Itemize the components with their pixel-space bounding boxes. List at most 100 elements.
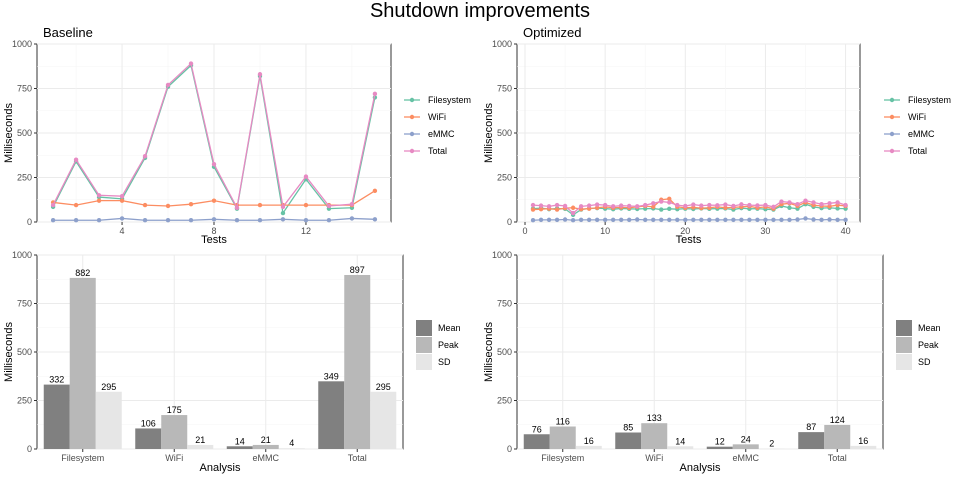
data-point-emmc <box>594 217 600 223</box>
bar-value-label: 116 <box>556 416 570 426</box>
bar-mean <box>43 384 70 449</box>
data-point-emmc <box>119 216 125 221</box>
y-tick-label: 0 <box>507 217 512 227</box>
y-tick-label: 250 <box>17 173 32 183</box>
data-point-emmc <box>827 217 832 222</box>
legend-key-box <box>416 337 432 353</box>
data-point-wifi <box>257 202 263 208</box>
bar-sd <box>278 448 305 449</box>
data-point-wifi <box>651 204 656 210</box>
data-point-wifi <box>211 198 217 203</box>
x-tick-label: 10 <box>600 226 610 236</box>
y-tick-label: 0 <box>507 444 512 454</box>
panel-title: Optimized <box>523 25 582 40</box>
data-point-total <box>835 200 840 205</box>
x-axis-title: Analysis <box>200 462 241 474</box>
data-point-emmc <box>142 218 148 223</box>
data-point-emmc <box>803 216 808 221</box>
data-point-total <box>257 72 263 77</box>
legend-label: eMMC <box>908 129 935 139</box>
bar-value-label: 87 <box>806 422 816 432</box>
data-point-wifi <box>142 202 148 208</box>
data-point-emmc <box>755 217 760 223</box>
data-point-total <box>675 202 680 208</box>
x-tick-label: Filesystem <box>541 453 584 463</box>
bar-sd <box>850 445 877 449</box>
y-tick-label: 1000 <box>12 39 32 49</box>
legend-label: Filesystem <box>428 95 471 105</box>
data-point-total <box>602 202 608 208</box>
data-point-wifi <box>594 205 600 210</box>
legend-key-box <box>416 354 432 370</box>
data-point-emmc <box>635 217 640 222</box>
x-tick-label: 0 <box>523 226 528 236</box>
data-point-total <box>635 204 640 209</box>
chart-panel-1: 0 250 500 750 1000 Milliseconds Tests Baseline 4… <box>3 25 471 246</box>
chart-panel-3: 0 250 500 750 1000 Milliseconds Analysis Filesy… <box>3 250 461 474</box>
data-point-total <box>142 153 148 159</box>
data-point-total <box>538 203 544 208</box>
legend-label: WiFi <box>908 112 926 122</box>
legend-key-point <box>409 114 415 120</box>
data-point-total <box>755 203 760 208</box>
y-axis-title: Milliseconds <box>483 322 495 382</box>
data-point-total <box>50 202 56 208</box>
bar-value-label: 14 <box>235 436 245 446</box>
data-point-total <box>723 202 728 207</box>
legend-key-box <box>896 337 912 353</box>
data-point-total <box>707 202 712 208</box>
data-point-total <box>739 202 744 207</box>
data-point-emmc <box>626 217 632 223</box>
data-point-emmc <box>683 217 688 223</box>
bar-value-label: 76 <box>532 424 542 434</box>
data-point-emmc <box>795 217 800 222</box>
x-tick-label: 20 <box>680 226 690 236</box>
y-tick-label: 750 <box>497 84 512 94</box>
data-point-total <box>618 203 624 208</box>
data-point-total <box>803 198 808 203</box>
y-tick-label: 750 <box>17 299 32 309</box>
data-point-emmc <box>675 217 680 223</box>
data-point-total <box>843 202 848 208</box>
bar-sd <box>370 391 397 449</box>
y-tick-label: 1000 <box>492 250 512 260</box>
data-point-emmc <box>211 217 217 222</box>
data-point-wifi <box>372 188 378 194</box>
bar-peak <box>824 424 851 449</box>
data-point-wifi <box>723 205 728 210</box>
bar-value-label: 882 <box>75 268 90 278</box>
data-point-total <box>795 202 800 207</box>
data-point-total <box>586 203 592 208</box>
bar-value-label: 4 <box>289 438 294 448</box>
legend-key-point <box>409 97 415 103</box>
bar-value-label: 21 <box>195 435 205 445</box>
legend-label: SD <box>438 357 451 367</box>
x-tick-label: Total <box>348 453 367 463</box>
data-point-filesystem <box>787 205 792 210</box>
y-tick-label: 500 <box>17 347 32 357</box>
data-point-filesystem <box>835 206 840 211</box>
bar-value-label: 21 <box>261 435 271 445</box>
x-axis-title: Tests <box>201 234 227 246</box>
data-point-emmc <box>349 216 355 221</box>
data-point-emmc <box>659 217 664 223</box>
bar-mean <box>226 446 253 449</box>
data-point-wifi <box>73 202 79 208</box>
data-point-total <box>188 61 194 66</box>
data-point-total <box>779 199 784 204</box>
legend-key-point <box>409 131 415 137</box>
bar-mean <box>798 432 825 449</box>
legend-label: WiFi <box>428 112 446 122</box>
data-point-emmc <box>651 217 656 223</box>
data-point-emmc <box>715 217 720 223</box>
data-point-emmc <box>763 217 768 223</box>
bar-peak <box>161 415 188 449</box>
bar-sd <box>95 391 122 449</box>
y-tick-label: 750 <box>17 84 32 94</box>
data-point-total <box>787 200 792 205</box>
y-tick-label: 250 <box>17 396 32 406</box>
legend-label: eMMC <box>428 129 455 139</box>
data-point-emmc <box>618 217 624 223</box>
data-point-wifi <box>165 203 171 209</box>
